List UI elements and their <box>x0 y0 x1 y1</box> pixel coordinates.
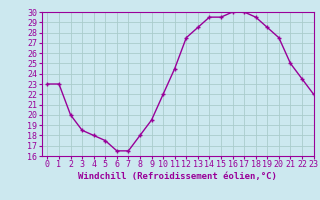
X-axis label: Windchill (Refroidissement éolien,°C): Windchill (Refroidissement éolien,°C) <box>78 172 277 181</box>
